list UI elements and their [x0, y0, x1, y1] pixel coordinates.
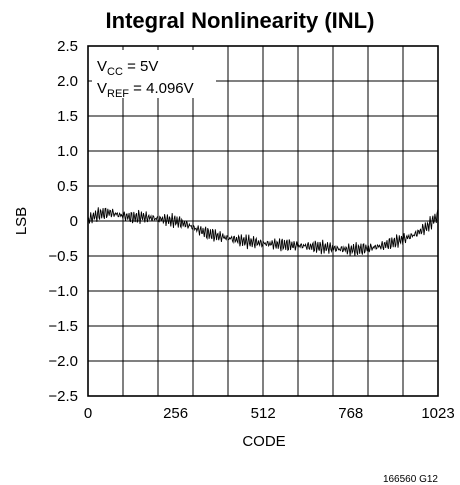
y-tick-label: 2.5	[57, 38, 78, 55]
y-tick-label: 1.0	[57, 143, 78, 160]
y-tick-label: −1.0	[48, 283, 78, 300]
x-tick-label: 768	[338, 405, 363, 422]
y-tick-label: −1.5	[48, 318, 78, 335]
y-tick-label: −2.5	[48, 388, 78, 405]
y-axis-label: LSB	[13, 207, 30, 235]
x-tick-label: 1023	[421, 405, 454, 422]
figure-code: 166560 G12	[383, 474, 438, 485]
y-tick-label: 1.5	[57, 108, 78, 125]
y-tick-label: 0.5	[57, 178, 78, 195]
x-tick-label: 0	[84, 405, 92, 422]
x-tick-label: 256	[163, 405, 188, 422]
x-axis-label: CODE	[242, 433, 285, 450]
plot-frame	[87, 45, 439, 397]
y-tick-labels: 2.5 2.0 1.5 1.0 0.5 0 −0.5 −1.0 −1.5 −2.0 −2.5	[48, 38, 78, 405]
annotation-background	[92, 50, 216, 98]
inl-series-line	[87, 207, 439, 257]
annotation-vref: VREF = 4.096V	[97, 80, 194, 100]
annotation-vcc: VCC = 5V	[97, 58, 158, 78]
y-tick-label: −2.0	[48, 353, 78, 370]
y-tick-label: 2.0	[57, 73, 78, 90]
y-tick-label: 0	[70, 213, 78, 230]
x-tick-label: 512	[251, 405, 276, 422]
x-tick-labels: 0 256 512 768 1023	[84, 405, 455, 422]
y-tick-label: −0.5	[48, 248, 78, 265]
chart-title: Integral Nonlinearity (INL)	[106, 8, 375, 33]
